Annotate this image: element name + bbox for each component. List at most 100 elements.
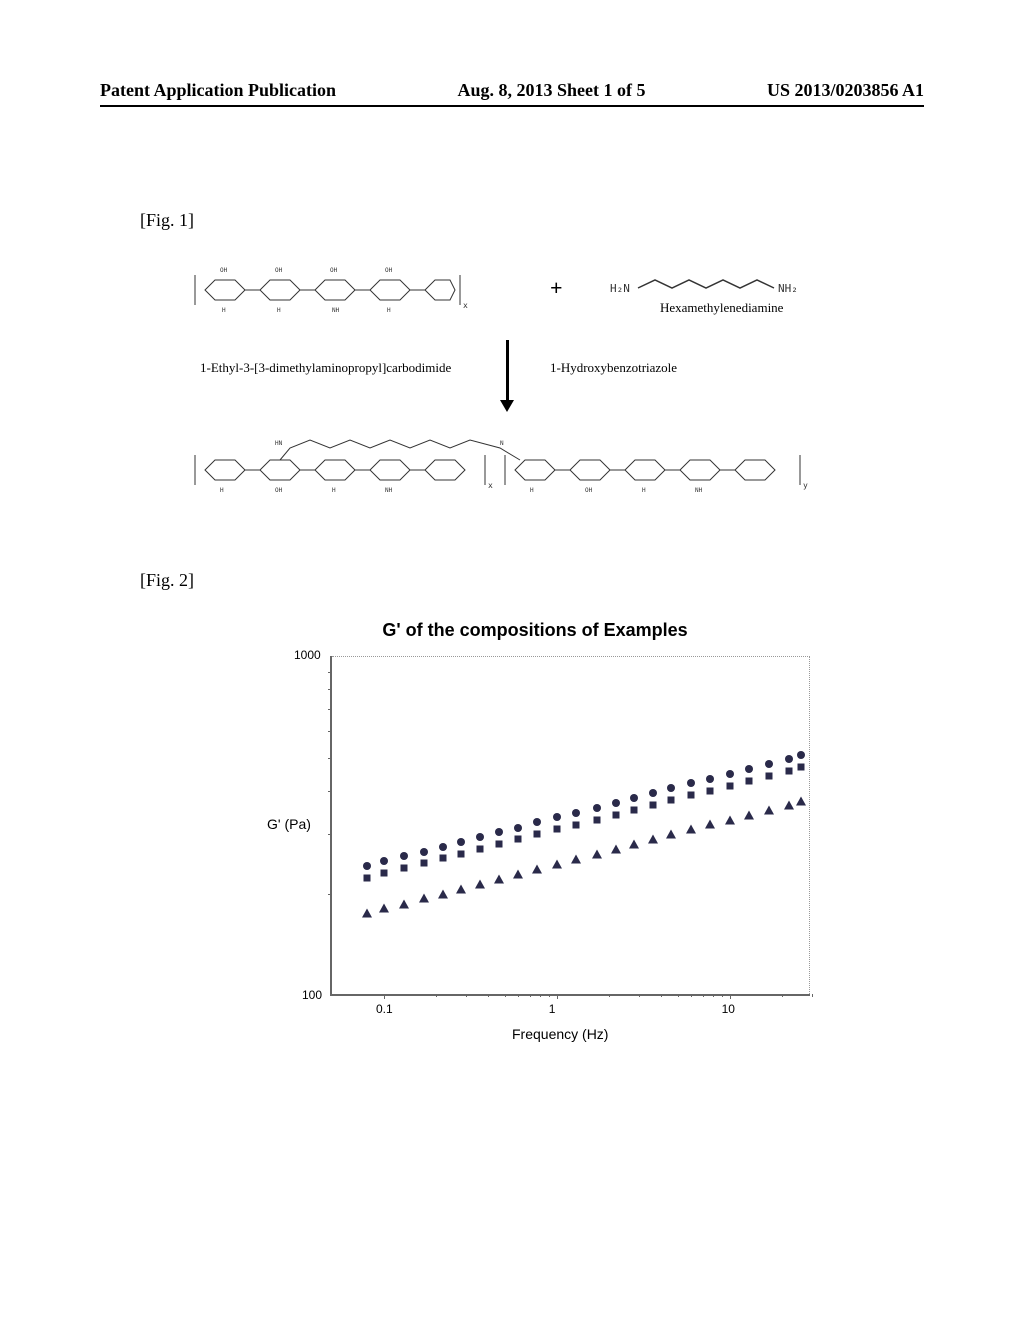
chart-marker-triangle bbox=[705, 820, 715, 829]
figure-2-label: [Fig. 2] bbox=[140, 570, 194, 591]
chart-marker-square bbox=[534, 831, 541, 838]
chart-marker-triangle bbox=[494, 874, 504, 883]
chart-marker-square bbox=[631, 807, 638, 814]
chart-marker-circle bbox=[533, 818, 541, 826]
reagent-edc-label: 1-Ethyl-3-[3-dimethylaminopropyl]carbodi… bbox=[200, 360, 451, 376]
svg-text:H: H bbox=[220, 487, 224, 494]
chart-x-tick: 10 bbox=[722, 1002, 735, 1016]
chart-marker-square bbox=[553, 826, 560, 833]
svg-text:OH: OH bbox=[585, 487, 593, 494]
chart-y-tick-max: 1000 bbox=[294, 648, 321, 662]
chart-marker-triangle bbox=[666, 830, 676, 839]
chart-marker-square bbox=[364, 874, 371, 881]
chart-marker-circle bbox=[593, 804, 601, 812]
svg-text:NH: NH bbox=[695, 487, 703, 494]
chart-marker-circle bbox=[785, 755, 793, 763]
svg-text:NH: NH bbox=[332, 307, 340, 314]
chart-marker-triangle bbox=[399, 899, 409, 908]
svg-text:OH: OH bbox=[385, 267, 393, 274]
chart-marker-square bbox=[706, 787, 713, 794]
chart-marker-triangle bbox=[456, 884, 466, 893]
chart-y-tick-min: 100 bbox=[302, 988, 322, 1002]
chart-marker-circle bbox=[667, 784, 675, 792]
reactant-polymer-structure: OH OH OH OH H H NH H x bbox=[190, 260, 470, 320]
svg-text:H: H bbox=[530, 487, 534, 494]
chart-marker-triangle bbox=[571, 854, 581, 863]
svg-text:x: x bbox=[488, 481, 493, 490]
chart-marker-square bbox=[593, 816, 600, 823]
chart-marker-square bbox=[785, 768, 792, 775]
reaction-scheme: OH OH OH OH H H NH H x + H₂N NH₂ Hexamet… bbox=[170, 250, 850, 540]
chart-marker-triangle bbox=[648, 835, 658, 844]
svg-text:y: y bbox=[803, 481, 808, 490]
svg-text:HN: HN bbox=[275, 440, 283, 447]
svg-text:OH: OH bbox=[330, 267, 338, 274]
chart-marker-circle bbox=[420, 848, 428, 856]
chart-marker-triangle bbox=[764, 805, 774, 814]
chart-marker-square bbox=[649, 802, 656, 809]
chart-marker-square bbox=[612, 811, 619, 818]
hmd-left-label: H₂N bbox=[610, 282, 630, 295]
chart-marker-square bbox=[688, 792, 695, 799]
chart-marker-circle bbox=[630, 794, 638, 802]
chart-marker-circle bbox=[400, 852, 408, 860]
chart-marker-triangle bbox=[379, 904, 389, 913]
svg-text:H: H bbox=[222, 307, 226, 314]
svg-text:H: H bbox=[387, 307, 391, 314]
reaction-arrow-icon bbox=[505, 340, 509, 408]
chart-marker-circle bbox=[439, 843, 447, 851]
reagent-hobt-label: 1-Hydroxybenzotriazole bbox=[550, 360, 677, 376]
chart-marker-circle bbox=[649, 789, 657, 797]
header-publication-number: US 2013/0203856 A1 bbox=[767, 80, 924, 101]
chart-marker-triangle bbox=[796, 796, 806, 805]
hmd-right-label: NH₂ bbox=[778, 282, 798, 295]
chart-marker-square bbox=[573, 821, 580, 828]
header-date-sheet: Aug. 8, 2013 Sheet 1 of 5 bbox=[458, 80, 646, 101]
chart-data-points: 0.1110 bbox=[332, 656, 810, 994]
svg-text:H: H bbox=[642, 487, 646, 494]
chart-marker-square bbox=[477, 845, 484, 852]
chart-marker-circle bbox=[572, 809, 580, 817]
chart-y-axis-label: G' (Pa) bbox=[267, 816, 311, 832]
chart-marker-square bbox=[515, 836, 522, 843]
chart-marker-triangle bbox=[419, 894, 429, 903]
chart-marker-square bbox=[766, 773, 773, 780]
chart-x-tick: 1 bbox=[549, 1002, 556, 1016]
svg-text:x: x bbox=[463, 301, 468, 310]
chart-marker-square bbox=[798, 764, 805, 771]
chart-marker-square bbox=[746, 777, 753, 784]
chart-marker-triangle bbox=[611, 844, 621, 853]
chart-marker-triangle bbox=[362, 909, 372, 918]
chart-marker-triangle bbox=[552, 859, 562, 868]
svg-text:OH: OH bbox=[275, 487, 283, 494]
chart-marker-circle bbox=[363, 862, 371, 870]
chart-marker-square bbox=[726, 782, 733, 789]
chart-plot-area: G' (Pa) 1000 100 Frequency (Hz) 0.1110 bbox=[330, 656, 810, 996]
chart-marker-square bbox=[495, 840, 502, 847]
chart-marker-triangle bbox=[744, 810, 754, 819]
chart-marker-circle bbox=[745, 765, 753, 773]
figure-1-label: [Fig. 1] bbox=[140, 210, 194, 231]
chart-marker-circle bbox=[687, 779, 695, 787]
chart-marker-triangle bbox=[686, 825, 696, 834]
chart-marker-circle bbox=[706, 775, 714, 783]
chart-marker-square bbox=[381, 870, 388, 877]
chart-marker-triangle bbox=[784, 800, 794, 809]
svg-text:OH: OH bbox=[220, 267, 228, 274]
chart-marker-circle bbox=[553, 813, 561, 821]
chart-marker-square bbox=[458, 850, 465, 857]
chart-marker-triangle bbox=[513, 869, 523, 878]
chart-marker-triangle bbox=[475, 879, 485, 888]
svg-text:N: N bbox=[500, 440, 504, 447]
chart-marker-triangle bbox=[592, 849, 602, 858]
svg-text:OH: OH bbox=[275, 267, 283, 274]
chart-marker-circle bbox=[612, 799, 620, 807]
chart-marker-circle bbox=[495, 828, 503, 836]
chart-marker-square bbox=[440, 855, 447, 862]
chart-marker-circle bbox=[476, 833, 484, 841]
chart-marker-circle bbox=[380, 857, 388, 865]
svg-text:H: H bbox=[332, 487, 336, 494]
svg-text:NH: NH bbox=[385, 487, 393, 494]
chart-marker-triangle bbox=[725, 815, 735, 824]
chart-marker-square bbox=[668, 797, 675, 804]
